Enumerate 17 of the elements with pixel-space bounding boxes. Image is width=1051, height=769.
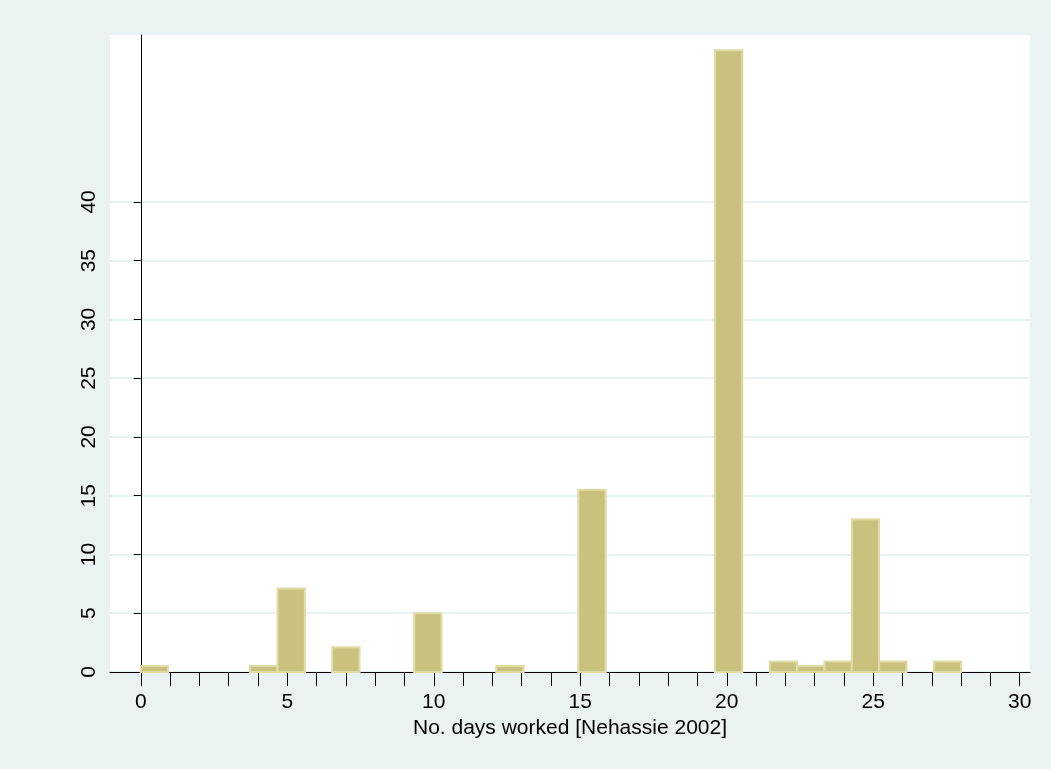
y-tick-label: 20 <box>76 425 99 449</box>
y-tick-label: 5 <box>76 607 99 620</box>
x-tick-label: 25 <box>861 689 885 712</box>
x-tick-label: 10 <box>422 689 446 712</box>
y-tick-label: 0 <box>76 666 99 678</box>
x-tick-label: 20 <box>715 689 739 712</box>
x-tick-label: 0 <box>134 689 147 712</box>
y-tick-label: 40 <box>76 190 99 214</box>
y-tick-label: 25 <box>76 366 99 390</box>
x-tick-label: 30 <box>1008 689 1032 712</box>
y-tick-label: 35 <box>76 248 99 273</box>
y-tick-label: 30 <box>76 307 99 332</box>
x-axis-title: No. days worked [Nehassie 2002] <box>412 714 728 738</box>
y-tick-label: 15 <box>76 484 99 508</box>
y-tick-label: 10 <box>76 542 99 567</box>
x-tick-label: 5 <box>281 689 294 712</box>
x-tick-label: 15 <box>568 689 592 712</box>
